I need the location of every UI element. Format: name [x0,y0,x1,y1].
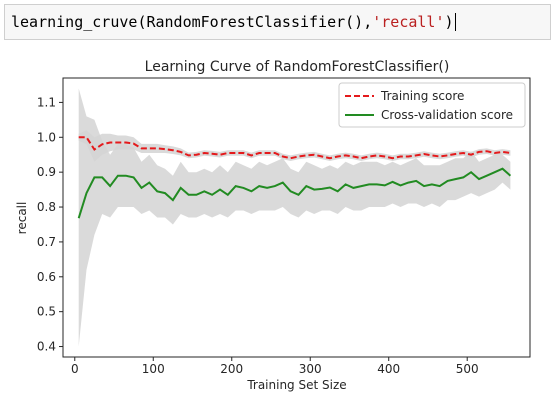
x-tick-label: 0 [71,362,79,376]
x-tick-label: 300 [299,362,322,376]
legend-box [338,82,526,128]
x-ticks: 0 100 200 300 400 500 [71,357,479,376]
y-tick-label: 0.5 [37,305,56,319]
function-arg-model: RandomForestClassifier() [146,13,364,31]
function-arg-metric: 'recall' [372,13,445,31]
y-tick-label: 0.9 [37,165,56,179]
y-ticks: 0.4 0.5 0.6 0.7 0.8 0.9 1.0 1.1 [37,95,63,354]
y-tick-label: 0.4 [37,340,56,354]
x-axis-label: Training Set Size [246,378,346,392]
x-tick-label: 100 [142,362,165,376]
legend-training-label: Training score [380,89,464,103]
legend: Training score Cross-validation score [338,82,526,128]
y-tick-label: 0.6 [37,270,56,284]
x-tick-label: 200 [220,362,243,376]
code-line[interactable]: learning_cruve(RandomForestClassifier(),… [11,13,456,31]
code-cell[interactable]: learning_cruve(RandomForestClassifier(),… [4,4,551,40]
y-tick-label: 1.0 [37,130,56,144]
close-paren: ) [444,13,454,31]
y-tick-label: 0.7 [37,235,56,249]
y-tick-label: 1.1 [37,95,56,109]
plot-frame [62,77,531,358]
cv-std-band [78,88,511,347]
x-tick-label: 400 [377,362,400,376]
y-tick-label: 0.8 [37,200,56,214]
cv-score-line [77,167,512,219]
x-tick-label: 500 [456,362,479,376]
comma: , [363,13,373,31]
training-score-line [78,136,511,160]
function-name: learning_cruve [11,13,138,31]
text-cursor [454,13,456,31]
chart-title: Learning Curve of RandomForestClassifier… [145,59,450,75]
legend-cv-label: Cross-validation score [381,108,513,122]
series-lines [77,136,512,219]
open-paren: ( [137,13,147,31]
y-axis-label: recall [15,202,29,235]
